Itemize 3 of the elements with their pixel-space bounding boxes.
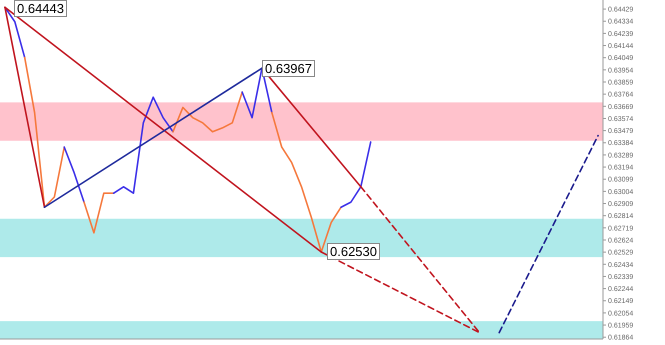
- annotation: 0.63967: [262, 60, 315, 77]
- annotation: 0.62530: [327, 243, 380, 260]
- annotation: 0.64443: [14, 0, 67, 17]
